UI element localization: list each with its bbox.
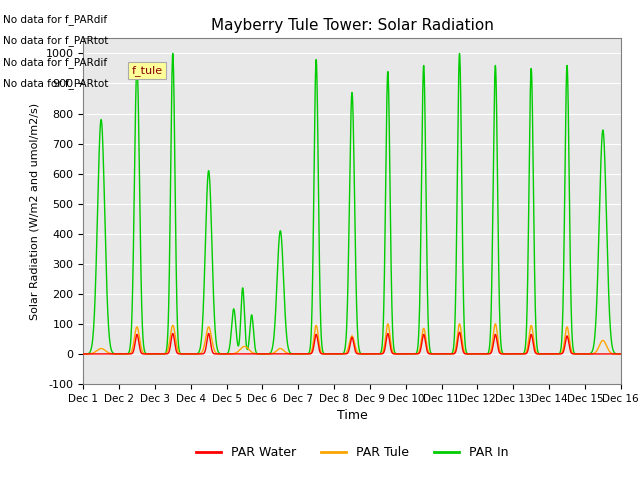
Y-axis label: Solar Radiation (W/m2 and umol/m2/s): Solar Radiation (W/m2 and umol/m2/s) [30,103,40,320]
Text: No data for f_PARtot: No data for f_PARtot [3,35,109,46]
Text: f_tule: f_tule [132,65,163,76]
Legend: PAR Water, PAR Tule, PAR In: PAR Water, PAR Tule, PAR In [191,441,513,464]
X-axis label: Time: Time [337,409,367,422]
Text: No data for f_PARdif: No data for f_PARdif [3,13,108,24]
Title: Mayberry Tule Tower: Solar Radiation: Mayberry Tule Tower: Solar Radiation [211,18,493,33]
Text: No data for f_PARdif: No data for f_PARdif [3,57,108,68]
Text: No data for f_PARtot: No data for f_PARtot [3,78,109,89]
